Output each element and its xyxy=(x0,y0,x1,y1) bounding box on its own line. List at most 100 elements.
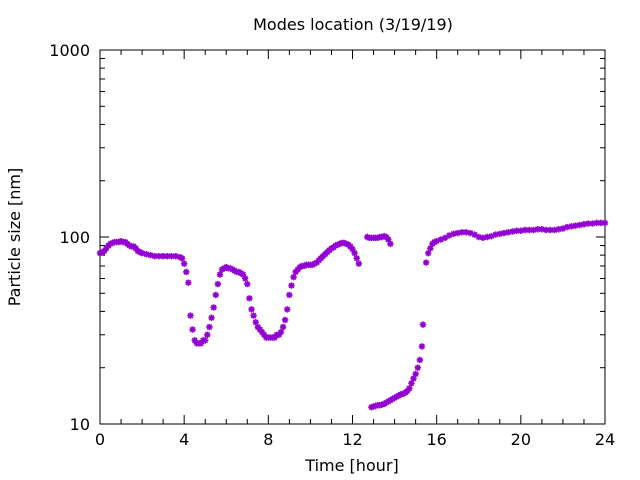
x-tick-label: 8 xyxy=(263,430,273,449)
data-point xyxy=(98,248,106,256)
x-tick-label: 4 xyxy=(179,430,189,449)
data-point xyxy=(353,255,360,262)
y-tick-label: 10 xyxy=(70,415,90,434)
data-point xyxy=(559,225,567,232)
data-point xyxy=(216,271,224,278)
data-point xyxy=(180,260,188,267)
data-point xyxy=(387,240,394,247)
data-point xyxy=(378,233,386,241)
data-point xyxy=(250,312,257,319)
data-point xyxy=(568,223,575,230)
chart-title: Modes location (3/19/19) xyxy=(253,15,453,34)
data-point xyxy=(509,228,516,235)
data-point xyxy=(286,291,293,299)
data-point xyxy=(530,226,537,234)
data-point xyxy=(279,323,287,331)
data-point xyxy=(483,233,491,241)
data-point xyxy=(412,370,419,378)
data-point xyxy=(159,252,167,260)
data-point xyxy=(252,319,259,326)
data-point xyxy=(210,304,217,311)
x-tick-label: 16 xyxy=(426,430,446,449)
data-point xyxy=(208,314,215,321)
data-point xyxy=(427,245,434,252)
data-point xyxy=(414,364,421,371)
data-point xyxy=(454,229,461,237)
data-point xyxy=(168,252,175,260)
data-point xyxy=(374,234,381,242)
data-point xyxy=(437,236,445,243)
data-point xyxy=(551,226,558,234)
data-point xyxy=(248,306,255,313)
data-point xyxy=(204,331,211,338)
data-point xyxy=(580,221,588,228)
data-point xyxy=(244,280,251,288)
data-point xyxy=(589,220,596,227)
data-point xyxy=(332,242,339,249)
data-point xyxy=(425,249,432,257)
data-point xyxy=(155,252,163,260)
data-point xyxy=(601,219,609,227)
data-point xyxy=(431,238,438,246)
x-tick-label: 0 xyxy=(95,430,105,449)
data-point xyxy=(492,231,499,238)
data-point xyxy=(347,243,354,250)
data-point xyxy=(471,231,478,238)
x-tick-label: 24 xyxy=(595,430,615,449)
data-point xyxy=(408,380,415,387)
data-point xyxy=(521,226,529,234)
data-point xyxy=(134,247,142,255)
data-point xyxy=(597,219,604,227)
data-point xyxy=(500,229,508,237)
data-point xyxy=(126,242,133,249)
data-point xyxy=(138,249,146,257)
data-point xyxy=(277,328,285,336)
data-point xyxy=(206,323,213,331)
data-point xyxy=(197,340,205,347)
data-point xyxy=(576,221,583,229)
data-point xyxy=(349,246,356,253)
data-point xyxy=(172,252,179,260)
data-point xyxy=(151,252,158,260)
data-point xyxy=(239,271,247,278)
data-point xyxy=(584,220,592,227)
data-point xyxy=(355,260,363,267)
data-point xyxy=(334,241,341,248)
y-tick-label: 1000 xyxy=(49,41,90,60)
data-point xyxy=(475,233,482,241)
data-point xyxy=(107,240,114,247)
data-point xyxy=(103,245,110,252)
data-point xyxy=(416,356,424,364)
data-point xyxy=(340,239,348,247)
data-point xyxy=(258,328,266,336)
data-point xyxy=(418,343,426,350)
data-point xyxy=(191,337,198,344)
data-point xyxy=(517,227,525,234)
plot-frame xyxy=(99,49,606,425)
data-point xyxy=(505,229,512,236)
data-point xyxy=(496,230,503,238)
data-point xyxy=(288,282,295,289)
x-tick-label: 20 xyxy=(511,430,531,449)
data-point xyxy=(164,252,171,260)
data-point xyxy=(260,331,268,338)
data-point xyxy=(275,331,283,338)
data-point xyxy=(132,245,139,252)
data-points xyxy=(96,219,609,411)
tick-labels: 0 4 8 12 16 20 24 10 100 1000 xyxy=(49,41,615,449)
data-point xyxy=(538,226,546,233)
data-point xyxy=(187,312,194,319)
data-point xyxy=(328,245,335,252)
data-point xyxy=(101,247,108,255)
data-point xyxy=(542,226,550,234)
data-point xyxy=(185,279,192,286)
data-point xyxy=(458,229,466,236)
data-point xyxy=(281,316,289,324)
data-point xyxy=(380,232,388,240)
data-point xyxy=(419,321,427,328)
data-point xyxy=(534,226,541,233)
data-point xyxy=(246,295,253,302)
data-point xyxy=(462,229,470,236)
x-tick-label: 12 xyxy=(342,430,362,449)
